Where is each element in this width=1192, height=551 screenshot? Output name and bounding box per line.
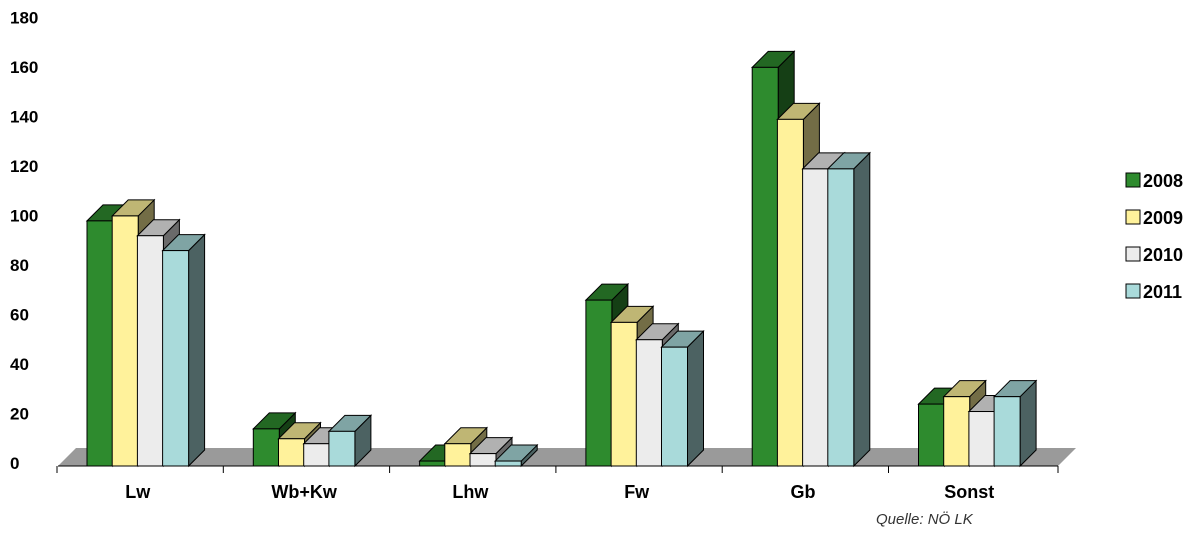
bar-side-face <box>853 151 871 468</box>
legend-swatch <box>1125 246 1141 262</box>
bar <box>111 215 139 467</box>
source-note: Quelle: NÖ LK <box>876 511 973 528</box>
x-category-label: Gb <box>791 482 816 502</box>
bar <box>635 339 663 467</box>
bar <box>162 250 190 467</box>
bar <box>469 453 497 467</box>
y-tick-label: 0 <box>10 454 19 473</box>
bar <box>585 299 613 467</box>
bar <box>303 443 331 467</box>
y-tick-label: 20 <box>10 404 29 423</box>
bar <box>328 430 356 467</box>
bar-side-face <box>687 329 704 468</box>
bar <box>86 220 114 467</box>
x-category-label: Wb+Kw <box>271 482 337 502</box>
y-tick-label: 100 <box>10 206 38 225</box>
x-category-label: Sonst <box>944 482 994 502</box>
legend-label: 2011 <box>1143 282 1182 302</box>
bar <box>444 443 472 467</box>
legend-swatch <box>1125 283 1141 299</box>
y-tick-label: 60 <box>10 305 29 324</box>
x-category-label: Lhw <box>452 482 489 502</box>
y-tick-label: 160 <box>10 58 38 77</box>
legend-swatch <box>1125 172 1141 188</box>
bar <box>252 428 280 467</box>
bar <box>918 403 945 467</box>
bar <box>661 346 688 467</box>
bar <box>419 460 447 467</box>
bar <box>776 118 804 467</box>
bar-side-face <box>188 233 206 468</box>
legend-label: 2009 <box>1143 208 1183 228</box>
bar <box>751 66 779 467</box>
bar <box>827 168 855 467</box>
legend-label: 2010 <box>1143 245 1183 265</box>
bar <box>278 438 305 467</box>
x-category-label: Fw <box>624 482 650 502</box>
bar <box>802 168 830 467</box>
bar <box>610 321 638 467</box>
bar <box>494 460 522 467</box>
bar <box>136 235 164 467</box>
y-tick-label: 120 <box>10 157 38 176</box>
legend-label: 2008 <box>1143 171 1183 191</box>
y-tick-label: 80 <box>10 256 29 275</box>
bar <box>993 396 1021 467</box>
y-tick-label: 40 <box>10 355 29 374</box>
x-category-label: Lw <box>125 482 151 502</box>
bar <box>943 396 971 467</box>
bar <box>968 411 996 467</box>
y-tick-label: 180 <box>10 8 38 27</box>
legend-swatch <box>1125 209 1141 225</box>
y-tick-label: 140 <box>10 107 38 126</box>
